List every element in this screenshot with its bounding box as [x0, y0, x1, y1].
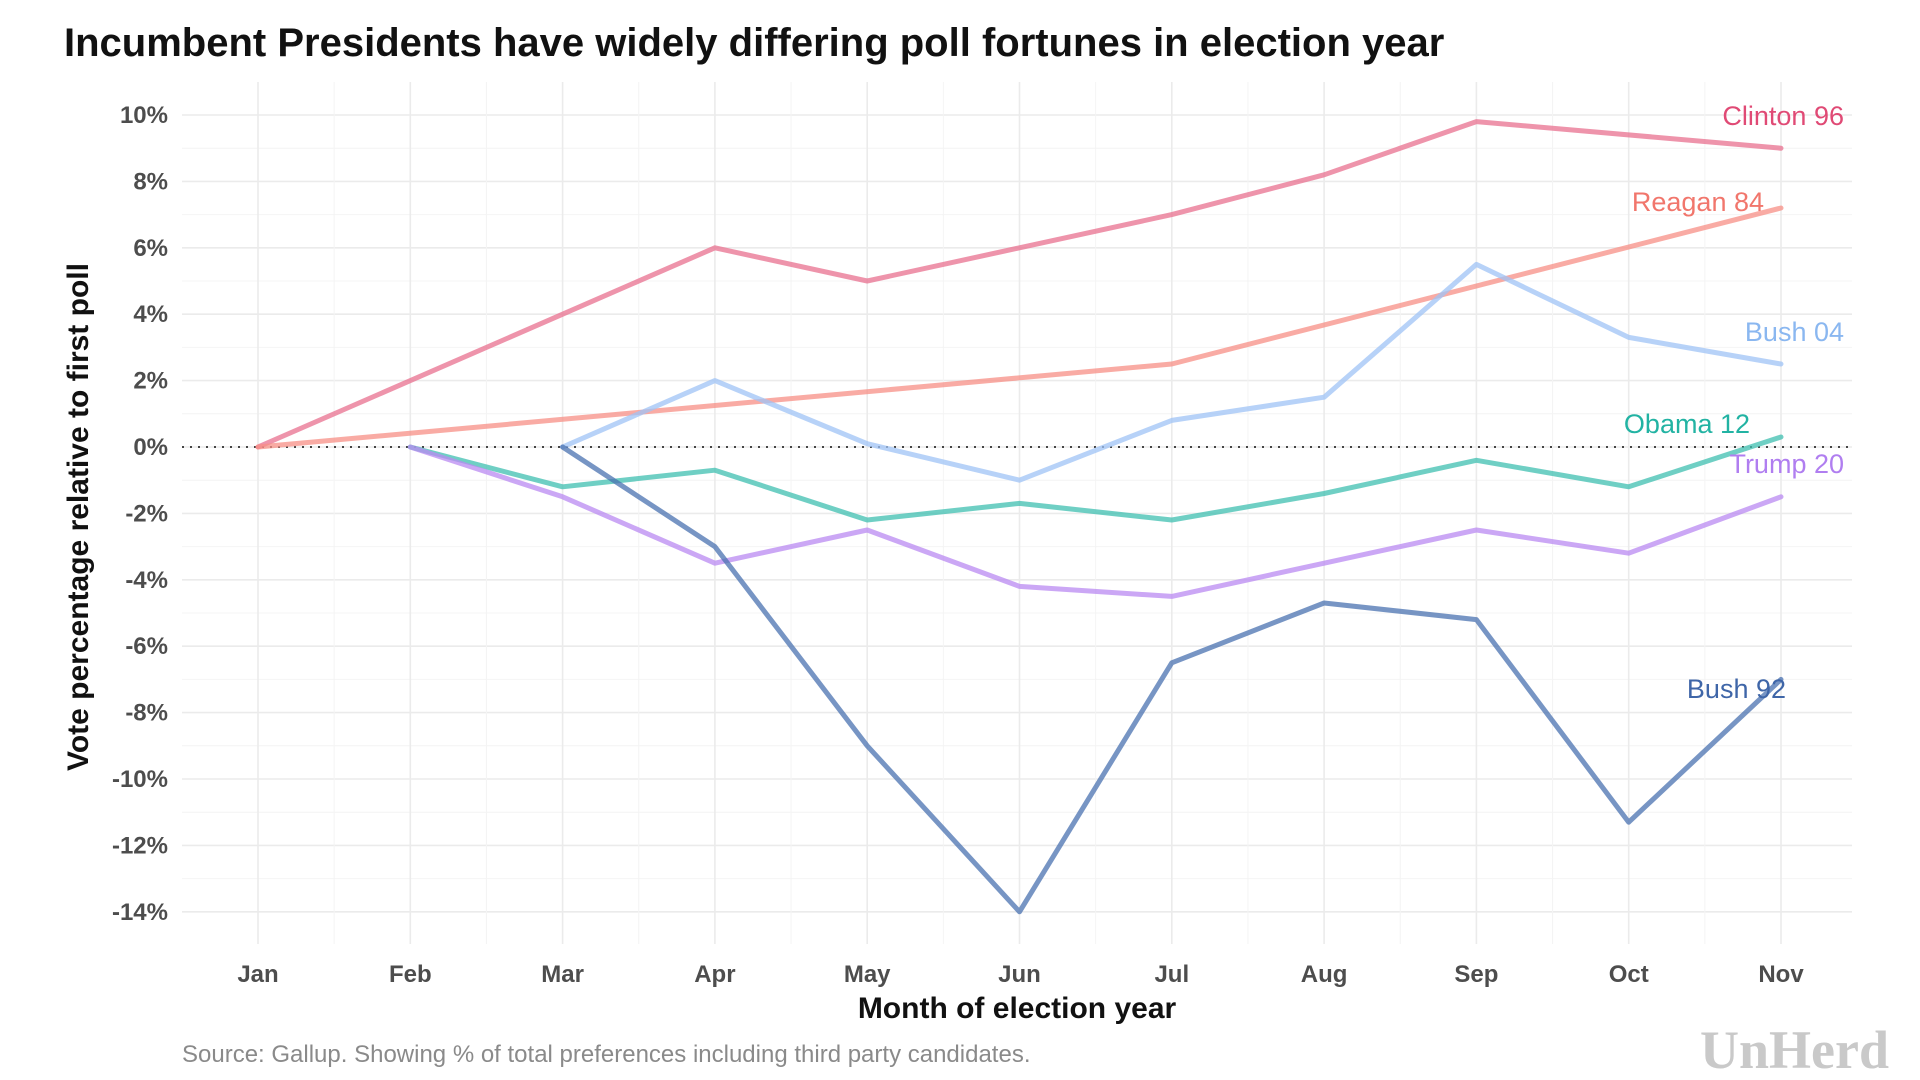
chart-title: Incumbent Presidents have widely differi… [64, 21, 1444, 65]
x-tick-label: May [844, 961, 891, 988]
y-tick-label: 0% [133, 434, 168, 461]
series-label-bush-04: Bush 04 [1745, 317, 1844, 347]
brand-logo: UnHerd [1700, 1020, 1889, 1080]
series-label-trump-20: Trump 20 [1729, 449, 1844, 479]
series-line-bush-92 [560, 444, 1784, 915]
y-tick-label: -2% [125, 500, 168, 527]
series-lines [255, 119, 1784, 915]
x-axis-title: Month of election year [858, 992, 1177, 1025]
x-tick-label: Jun [998, 961, 1041, 988]
x-tick-label: Mar [541, 961, 584, 988]
x-tick-label: Sep [1454, 961, 1498, 988]
y-tick-label: -12% [112, 832, 168, 859]
x-tick-label: Jan [237, 961, 278, 988]
series-label-obama-12: Obama 12 [1624, 409, 1750, 439]
series-line-trump-20 [407, 444, 1784, 599]
grid [182, 82, 1852, 944]
x-axis-ticks: Jan Feb Mar Apr May Jun Jul Aug Sep Oct Nov [237, 961, 1804, 988]
series-label-reagan-84: Reagan 84 [1632, 187, 1764, 217]
y-tick-label: 6% [133, 235, 168, 262]
series-label-clinton-96: Clinton 96 [1722, 101, 1844, 131]
series-label-bush-92: Bush 92 [1687, 674, 1786, 704]
y-axis-ticks: 10% 8% 6% 4% 2% 0% -2% -4% -6% -8% -10% -12% -14% [112, 102, 168, 926]
series-line-reagan-84 [255, 205, 1784, 450]
source-note: Source: Gallup. Showing % of total prefe… [182, 1041, 1030, 1068]
y-tick-label: -10% [112, 766, 168, 793]
x-tick-label: Jul [1154, 961, 1189, 988]
y-tick-label: 4% [133, 301, 168, 328]
series-line-clinton-96 [255, 119, 1784, 450]
x-tick-label: Apr [694, 961, 735, 988]
y-tick-label: -8% [125, 700, 168, 727]
x-tick-label: Oct [1609, 961, 1649, 988]
series-line-bush-04 [560, 261, 1784, 483]
x-tick-label: Feb [389, 961, 432, 988]
y-tick-label: 8% [133, 168, 168, 195]
y-tick-label: -6% [125, 633, 168, 660]
y-tick-label: -4% [125, 567, 168, 594]
x-tick-label: Nov [1758, 961, 1804, 988]
y-tick-label: 10% [120, 102, 168, 129]
x-tick-label: Aug [1301, 961, 1348, 988]
series-labels: Clinton 96 Reagan 84 Bush 04 Obama 12 Trump … [1624, 101, 1844, 704]
y-axis-title: Vote percentage relative to first poll [62, 263, 95, 771]
y-tick-label: 2% [133, 368, 168, 395]
series-line-obama-12 [407, 434, 1784, 523]
y-tick-label: -14% [112, 899, 168, 926]
